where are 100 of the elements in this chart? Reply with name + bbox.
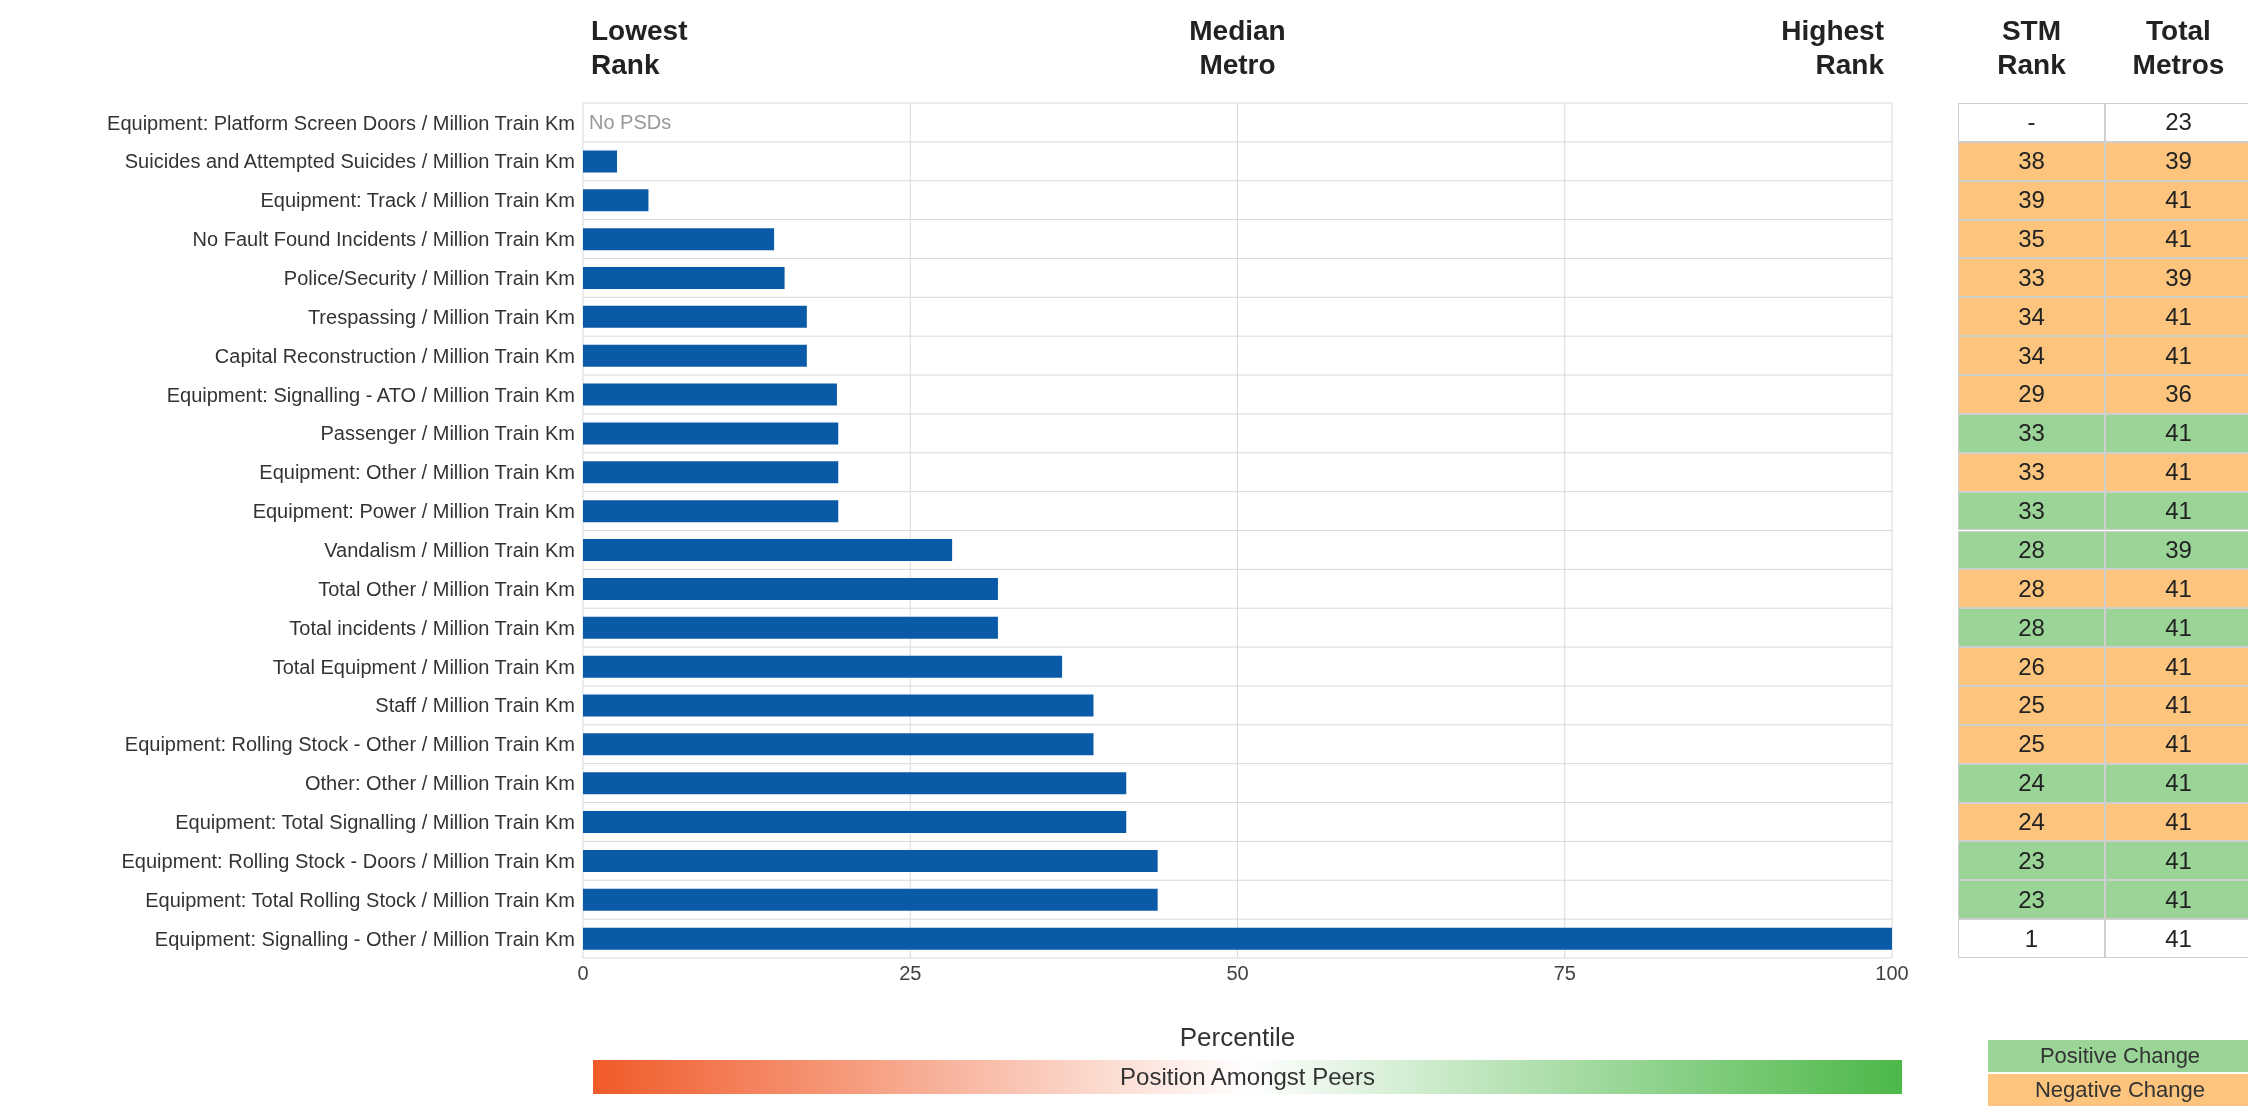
text: 24 <box>2018 807 2045 835</box>
text: 41 <box>2165 885 2192 913</box>
bar <box>583 461 839 484</box>
text: Negative Change <box>2034 1076 2206 1104</box>
x-tick-label: 100 <box>1875 962 1909 985</box>
y-tick-label: Suicides and Attempted Suicides / Million Train Km <box>124 150 575 173</box>
bar <box>583 383 837 406</box>
text: 41 <box>2165 574 2192 602</box>
y-tick-label: Equipment: Track / Million Train Km <box>260 189 575 212</box>
y-tick-label: Equipment: Power / Million Train Km <box>252 500 575 523</box>
text: 38 <box>2018 147 2045 175</box>
y-tick-label: Equipment: Rolling Stock - Other / Million Train Km <box>124 733 575 756</box>
text: 23 <box>2018 885 2045 913</box>
text: 39 <box>2165 147 2192 175</box>
text: 36 <box>2165 380 2192 408</box>
bar <box>583 733 1094 756</box>
y-tick-label: Staff / Million Train Km <box>375 694 575 717</box>
text: 25 <box>2018 730 2045 758</box>
text: 41 <box>2165 302 2192 330</box>
bar <box>583 616 998 639</box>
text: 41 <box>2165 613 2192 641</box>
bar <box>583 344 807 367</box>
text: 41 <box>2165 730 2192 758</box>
y-tick-label: Equipment: Platform Screen Doors / Million Train Km <box>107 111 575 134</box>
annotation: No PSDs <box>589 109 672 135</box>
text: 41 <box>2165 458 2192 486</box>
text: 41 <box>2165 846 2192 874</box>
text: 23 <box>2165 108 2192 136</box>
x-axis-title: Percentile <box>1178 1022 1297 1053</box>
y-tick-label: Equipment: Signalling - Other / Million Train Km <box>154 927 575 950</box>
y-tick-label: Equipment: Signalling - ATO / Million Train Km <box>166 383 575 406</box>
y-tick-label: Equipment: Rolling Stock - Doors / Million Train Km <box>121 849 575 872</box>
y-tick-label: Total incidents / Million Train Km <box>289 616 575 639</box>
text: 33 <box>2018 263 2045 291</box>
bar <box>583 927 1892 950</box>
text: 41 <box>2165 341 2192 369</box>
category-label: STM Rank <box>1997 14 2066 82</box>
text: 39 <box>2165 535 2192 563</box>
bar <box>583 422 839 445</box>
text: 41 <box>2165 652 2192 680</box>
text: Positive Change <box>2038 1042 2202 1070</box>
text: 29 <box>2018 380 2045 408</box>
gradient-scale: Position Amongst Peers <box>593 1060 1902 1094</box>
text: 41 <box>2165 807 2192 835</box>
text: 23 <box>2018 846 2045 874</box>
y-tick-label: Trespassing / Million Train Km <box>307 305 575 328</box>
y-tick-label: Equipment: Total Rolling Stock / Million Train Km <box>145 888 575 911</box>
text: 28 <box>2018 613 2045 641</box>
text: 33 <box>2018 497 2045 525</box>
bar <box>583 305 807 328</box>
text: 41 <box>2165 186 2192 214</box>
x-tick-label: 25 <box>899 962 922 985</box>
text: 39 <box>2165 263 2192 291</box>
bar <box>583 150 618 173</box>
y-tick-label: Passenger / Million Train Km <box>320 422 575 445</box>
text: 25 <box>2018 691 2045 719</box>
text: Median Metro <box>1189 14 1286 82</box>
text: Lowest Rank <box>591 14 688 82</box>
bar <box>583 577 998 600</box>
x-tick-label: 75 <box>1553 962 1576 985</box>
text: 24 <box>2018 769 2045 797</box>
y-tick-label: Vandalism / Million Train Km <box>324 539 575 562</box>
text: 34 <box>2018 302 2045 330</box>
x-tick-label: 0 <box>577 962 589 985</box>
text: 28 <box>2018 574 2045 602</box>
bar <box>583 888 1158 911</box>
y-tick-label: Total Equipment / Million Train Km <box>272 655 575 678</box>
text: 33 <box>2018 419 2045 447</box>
bar <box>583 500 839 523</box>
bar <box>583 539 953 562</box>
bar <box>583 811 1127 834</box>
bar <box>583 694 1094 717</box>
y-tick-label: Police/Security / Million Train Km <box>283 266 575 289</box>
text: - <box>2027 108 2036 136</box>
text: 41 <box>2165 769 2192 797</box>
text: 35 <box>2018 225 2045 252</box>
bar <box>583 267 785 289</box>
bar <box>583 655 1063 678</box>
text: Highest Rank <box>1781 14 1884 82</box>
y-tick-label: Total Other / Million Train Km <box>318 577 575 600</box>
y-tick-label: Other: Other / Million Train Km <box>304 772 575 795</box>
text: 1 <box>2024 924 2039 952</box>
bar <box>583 189 649 212</box>
y-tick-label: No Fault Found Incidents / Million Train Km <box>192 228 575 251</box>
text: 28 <box>2018 535 2045 563</box>
bar <box>583 228 775 251</box>
text: 33 <box>2018 458 2045 486</box>
text: 41 <box>2165 924 2192 952</box>
text: 34 <box>2018 341 2045 369</box>
y-tick-label: Equipment: Total Signalling / Million Train Km <box>175 811 575 834</box>
x-tick-label: 50 <box>1226 962 1249 985</box>
y-tick-label: Capital Reconstruction / Million Train Km <box>214 344 575 367</box>
text: 41 <box>2165 225 2192 252</box>
bar <box>583 849 1158 872</box>
text: 26 <box>2018 652 2045 680</box>
category-label: Total Metros <box>2132 14 2225 82</box>
text: 41 <box>2165 497 2192 525</box>
text: 39 <box>2018 186 2045 214</box>
text: 41 <box>2165 691 2192 719</box>
y-tick-label: Equipment: Other / Million Train Km <box>259 461 575 484</box>
